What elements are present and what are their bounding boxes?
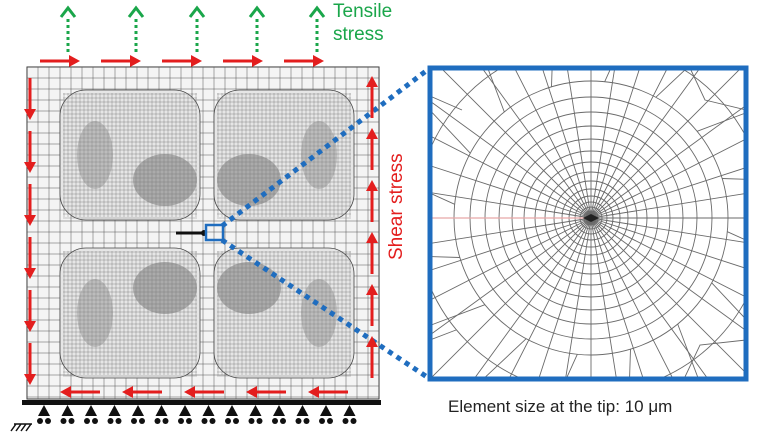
- roller-support-icon: [155, 405, 168, 416]
- shear-arrowhead: [184, 386, 195, 398]
- tensile-arrowhead: [188, 5, 206, 18]
- shear-arrowhead: [366, 284, 378, 295]
- roller-icon: [131, 418, 137, 424]
- roller-support-icon: [202, 405, 215, 416]
- roller-icon: [45, 418, 51, 424]
- dense-zone: [133, 262, 197, 314]
- tensile-label: Tensile stress: [333, 0, 392, 46]
- shear-arrowhead: [366, 232, 378, 243]
- roller-icon: [186, 418, 192, 424]
- dense-zone: [77, 121, 113, 189]
- roller-icon: [295, 418, 302, 424]
- shear-label: Shear stress: [386, 153, 407, 260]
- tensile-arrowhead: [127, 5, 145, 18]
- shear-arrowhead: [308, 386, 319, 398]
- roller-support-icon: [38, 405, 50, 416]
- roller-icon: [248, 418, 255, 424]
- dense-zone: [77, 279, 113, 347]
- shear-arrowhead: [24, 321, 36, 332]
- overlays: [10, 5, 432, 432]
- roller-icon: [256, 418, 263, 424]
- roller-icon: [225, 418, 231, 424]
- tip-elements: [583, 214, 599, 222]
- shear-arrowhead: [24, 109, 36, 120]
- zoomed-mesh-panel: [427, 65, 749, 382]
- dense-zone: [217, 154, 281, 206]
- roller-icon: [233, 418, 239, 424]
- shear-arrowhead: [366, 336, 378, 347]
- roller-support-icon: [343, 405, 356, 416]
- left-mesh-panel: [26, 66, 380, 400]
- roller-icon: [272, 418, 278, 424]
- zoom-box: [204, 223, 225, 242]
- dense-zone: [133, 154, 197, 206]
- tensile-label-line1: Tensile: [333, 1, 393, 22]
- roller-support-icon: [320, 405, 332, 416]
- tensile-label-line2: stress: [333, 24, 384, 45]
- tensile-arrowhead: [59, 5, 77, 18]
- roller-icon: [60, 418, 67, 424]
- mesh-grid: [27, 67, 379, 399]
- roller-icon: [342, 418, 349, 424]
- shear-arrowhead: [366, 180, 378, 191]
- shear-arrowhead: [130, 55, 141, 67]
- roller-support-icon: [296, 405, 309, 416]
- shear-arrowhead: [24, 215, 36, 226]
- base-bar: [22, 400, 381, 405]
- shear-arrowhead: [24, 374, 36, 385]
- roller-icon: [319, 418, 325, 424]
- refined-mesh: [63, 93, 197, 219]
- roller-icon: [139, 418, 145, 424]
- shear-arrowhead: [366, 76, 378, 87]
- refined-mesh: [63, 251, 197, 377]
- fixed-ground-icon: [10, 423, 32, 432]
- corner-elements: [430, 68, 746, 379]
- roller-support-icon: [85, 405, 97, 416]
- roller-icon: [280, 418, 286, 424]
- roller-icon: [162, 418, 169, 424]
- roller-icon: [107, 418, 114, 424]
- shear-arrowhead: [69, 55, 80, 67]
- shear-arrowhead: [122, 386, 133, 398]
- roller-icon: [115, 418, 122, 424]
- roller-icon: [84, 418, 90, 424]
- zoom-frame: [427, 65, 749, 382]
- transition-elements: [430, 68, 746, 379]
- roller-icon: [37, 418, 43, 424]
- zoom-connector-top: [220, 66, 432, 228]
- shear-arrowhead: [366, 128, 378, 139]
- roller-icon: [92, 418, 98, 424]
- roller-icon: [209, 418, 216, 424]
- dense-zone: [217, 262, 281, 314]
- shear-arrowhead: [252, 55, 263, 67]
- roller-icon: [178, 418, 184, 424]
- roller-icon: [68, 418, 75, 424]
- roller-support-icon: [179, 405, 191, 416]
- tensile-arrowhead: [248, 5, 266, 18]
- roller-icon: [327, 418, 333, 424]
- roller-icon: [303, 418, 310, 424]
- roller-support-icon: [132, 405, 144, 416]
- roller-icon: [201, 418, 208, 424]
- roller-icon: [154, 418, 161, 424]
- tensile-arrowhead: [308, 5, 326, 18]
- roller-support-icon: [108, 405, 121, 416]
- roller-support-icon: [249, 405, 262, 416]
- shear-arrowhead: [246, 386, 257, 398]
- shear-arrowhead: [24, 162, 36, 173]
- shear-arrowhead: [191, 55, 202, 67]
- caption: Element size at the tip: 10 μm: [448, 397, 673, 416]
- roller-support-icon: [61, 405, 74, 416]
- shear-arrowhead: [60, 386, 71, 398]
- zoom-connector-bottom: [220, 237, 432, 382]
- shear-arrowhead: [313, 55, 324, 67]
- roller-support-icon: [226, 405, 238, 416]
- radial-spokes: [430, 68, 746, 379]
- roller-icon: [350, 418, 357, 424]
- zoom-mesh: [430, 68, 746, 379]
- roller-support-icon: [273, 405, 285, 416]
- shear-arrowhead: [24, 268, 36, 279]
